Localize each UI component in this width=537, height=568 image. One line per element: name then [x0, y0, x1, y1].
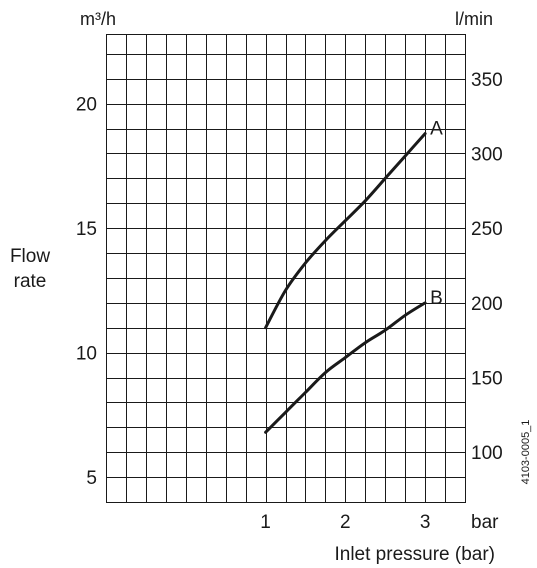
x-axis-unit: bar	[471, 512, 499, 533]
x-tick-label: 3	[420, 512, 431, 533]
y-axis-title-line: rate	[14, 271, 47, 292]
curve-label-b: B	[430, 288, 443, 309]
left-y-tick-label: 5	[86, 468, 97, 489]
left-y-tick-label: 20	[76, 95, 97, 116]
curve-b	[264, 301, 427, 434]
y-axis-title: Flow rate	[10, 246, 50, 292]
x-axis-title: Inlet pressure (bar)	[334, 544, 495, 565]
x-tick-labels: 1 2 3	[260, 512, 430, 533]
right-y-tick-label: 200	[471, 294, 503, 315]
right-y-tick-label: 350	[471, 70, 503, 91]
x-tick-label: 1	[260, 512, 271, 533]
curve-a	[264, 132, 427, 330]
left-y-tick-label: 10	[76, 344, 97, 365]
figure-reference-code: 4103-0005_1	[520, 420, 532, 485]
curve-label-a: A	[430, 119, 443, 140]
right-y-tick-label: 100	[471, 443, 503, 464]
y-axis-title-line: Flow	[10, 246, 50, 267]
curves	[264, 132, 427, 434]
curve-labels: AB	[430, 119, 443, 309]
x-tick-label: 2	[340, 512, 351, 533]
left-y-tick-label: 15	[76, 219, 97, 240]
right-y-tick-label: 250	[471, 219, 503, 240]
chart-grid	[106, 34, 465, 502]
right-y-unit: l/min	[455, 9, 493, 29]
left-y-tick-labels: 5 10 15 20	[76, 95, 97, 489]
plot-frame	[105, 33, 467, 504]
right-y-tick-labels: 100 150 200 250 300 350	[471, 70, 503, 464]
left-y-unit: m³/h	[80, 9, 116, 29]
right-y-tick-label: 300	[471, 144, 503, 165]
right-y-tick-label: 150	[471, 369, 503, 390]
